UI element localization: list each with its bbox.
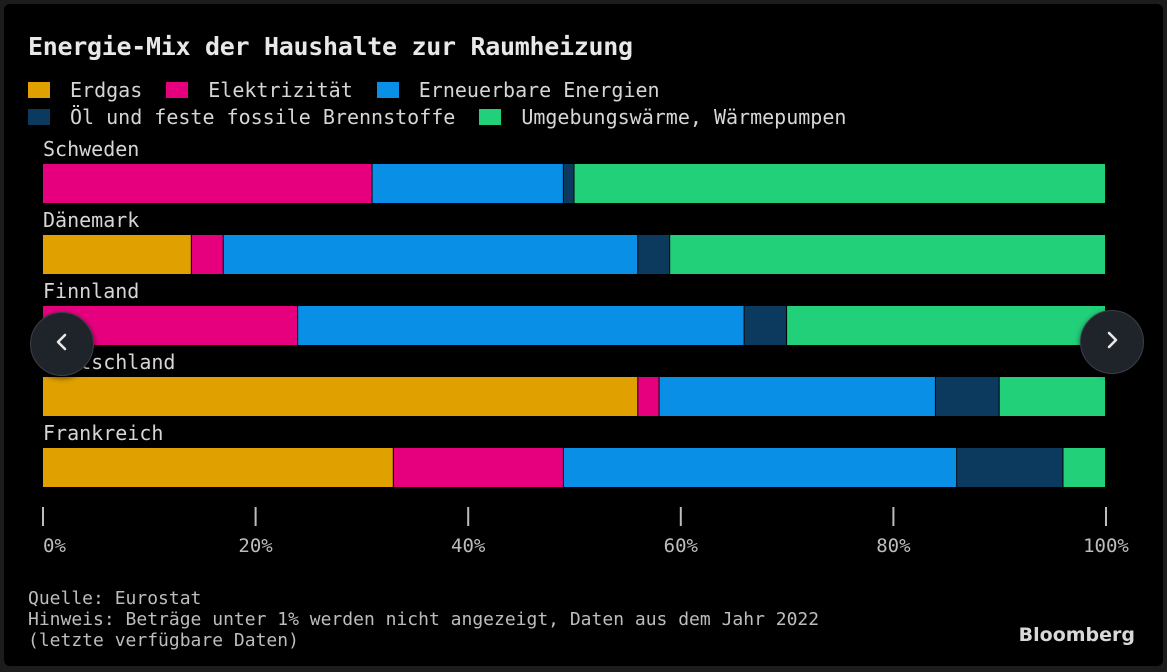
- legend-item-oel: Öl und feste fossile Brennstoffe: [28, 105, 455, 129]
- bar-frankreich-erneuerbare-energien: [563, 448, 957, 487]
- x-tick-label-60: 60%: [664, 535, 699, 557]
- legend-label-erdgas: Erdgas: [70, 77, 143, 102]
- bar-deutschland-elektrizitat: [638, 377, 659, 416]
- legend-swatch-erneuerbare: [376, 81, 399, 98]
- note-text: Hinweis: Beträge unter 1% werden nicht a…: [28, 609, 820, 651]
- bar-finnland-ol-und-feste-fossile-brennstoffe: [744, 306, 787, 345]
- x-tick-label-40: 40%: [451, 535, 486, 557]
- bar-frankreich-elektrizitat: [393, 448, 563, 487]
- x-tick-label-0: 0%: [43, 535, 66, 557]
- x-tick-label-80: 80%: [876, 535, 911, 557]
- previous-button[interactable]: [30, 312, 94, 376]
- next-button[interactable]: [1080, 310, 1144, 374]
- chart-footer: Quelle: Eurostat Hinweis: Beträge unter …: [28, 588, 888, 651]
- bar-schweden-erneuerbare-energien: [372, 164, 563, 203]
- bar-deutschland-umgebungswarme-warmepumpen: [999, 377, 1105, 416]
- bar-deutschland-erneuerbare-energien: [659, 377, 935, 416]
- chart-card: Energie-Mix der Haushalte zur Raumheizun…: [4, 4, 1163, 666]
- legend-label-oel: Öl und feste fossile Brennstoffe: [70, 104, 456, 129]
- bar-frankreich-umgebungswarme-warmepumpen: [1063, 448, 1105, 487]
- bar-schweden-umgebungswarme-warmepumpen: [574, 164, 1105, 203]
- source-text: Quelle: Eurostat: [28, 588, 202, 609]
- legend-item-umgebungswaerme: Umgebungswärme, Wärmepumpen: [479, 105, 846, 129]
- bar-finnland-umgebungswarme-warmepumpen: [787, 306, 1105, 345]
- chart-title: Energie-Mix der Haushalte zur Raumheizun…: [28, 32, 633, 61]
- bar-danemark-elektrizitat: [191, 235, 223, 274]
- bar-danemark-ol-und-feste-fossile-brennstoffe: [638, 235, 670, 274]
- bar-frankreich-ol-und-feste-fossile-brennstoffe: [957, 448, 1063, 487]
- legend-swatch-oel: [28, 108, 50, 125]
- legend-item-elektrizitaet: Elektrizität: [166, 78, 353, 102]
- legend-item-erdgas: Erdgas: [28, 78, 142, 102]
- legend-swatch-erdgas: [28, 81, 50, 98]
- legend-swatch-elektrizitaet: [166, 81, 189, 98]
- bar-schweden-elektrizitat: [43, 164, 372, 203]
- legend-label-elektrizitaet: Elektrizität: [208, 77, 353, 102]
- category-label-schweden: Schweden: [43, 137, 139, 161]
- legend-item-erneuerbare: Erneuerbare Energien: [376, 77, 660, 102]
- chart-legend: Erdgas Elektrizität Erneuerbare Energien…: [28, 76, 870, 130]
- legend-label-erneuerbare: Erneuerbare Energien: [418, 77, 660, 102]
- bloomberg-logo: Bloomberg: [1018, 624, 1135, 646]
- category-label-frankreich: Frankreich: [43, 421, 163, 445]
- bar-deutschland-erdgas: [43, 377, 638, 416]
- category-label-finnland: Finnland: [43, 279, 139, 303]
- bar-finnland-erneuerbare-energien: [298, 306, 744, 345]
- bar-deutschland-ol-und-feste-fossile-brennstoffe: [935, 377, 999, 416]
- bar-frankreich-erdgas: [43, 448, 393, 487]
- x-tick-label-20: 20%: [238, 535, 273, 557]
- bar-danemark-erneuerbare-energien: [223, 235, 638, 274]
- legend-label-umgebungswaerme: Umgebungswärme, Wärmepumpen: [521, 104, 847, 129]
- category-label-danemark: Dänemark: [43, 208, 139, 232]
- bar-schweden-ol-und-feste-fossile-brennstoffe: [563, 164, 574, 203]
- chevron-left-icon: [51, 331, 73, 357]
- chevron-right-icon: [1101, 329, 1123, 355]
- x-tick-label-100: 100%: [1083, 535, 1129, 557]
- legend-row-2: Öl und feste fossile Brennstoffe Umgebun…: [28, 103, 870, 130]
- legend-row-1: Erdgas Elektrizität Erneuerbare Energien: [28, 76, 870, 103]
- bar-danemark-umgebungswarme-warmepumpen: [670, 235, 1105, 274]
- legend-swatch-umgebungswaerme: [479, 108, 502, 125]
- bar-danemark-erdgas: [43, 235, 191, 274]
- stacked-bar-chart: SchwedenDänemarkFinnlandDeutschlandFrank…: [42, 137, 1129, 557]
